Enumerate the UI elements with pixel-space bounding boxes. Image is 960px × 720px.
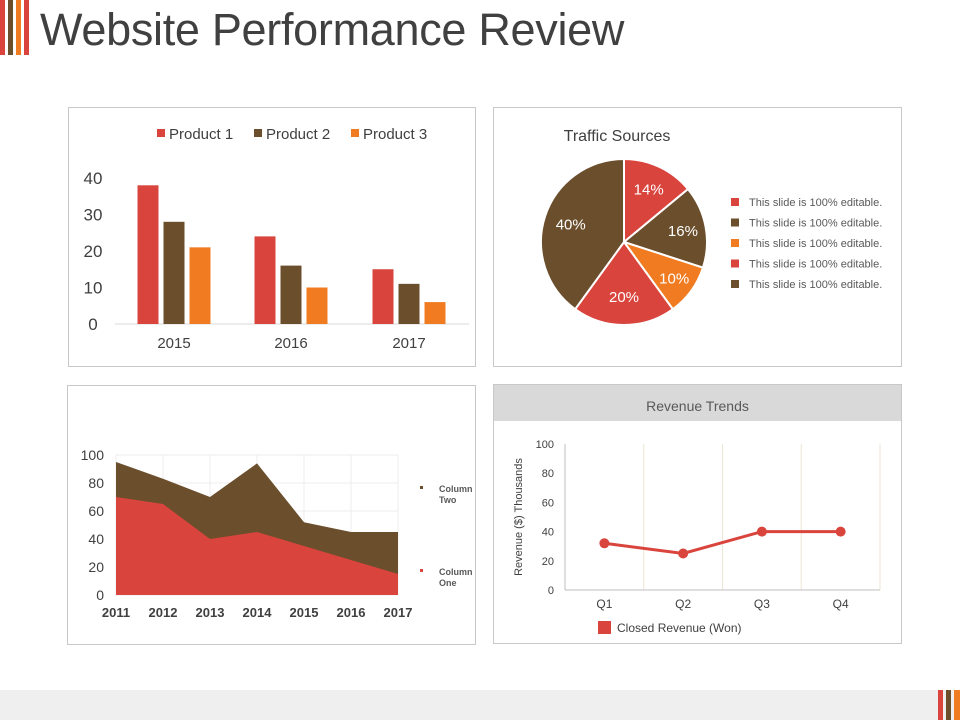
area-legend-label-line1: Column xyxy=(439,484,473,494)
bar-product-1-2015 xyxy=(137,185,159,324)
pie-legend-label-4: This slide is 100% editable. xyxy=(749,259,882,271)
bar-product-2-2015 xyxy=(163,221,185,324)
y-tick-label: 40 xyxy=(84,169,103,188)
pie-legend-label-5: This slide is 100% editable. xyxy=(749,279,882,291)
y-tick-label: 0 xyxy=(96,587,104,603)
pie-slice-label-1: 14% xyxy=(634,182,664,199)
x-tick-label: Q2 xyxy=(675,597,691,611)
x-tick-label: 2015 xyxy=(290,605,319,620)
pie-legend-swatch-2 xyxy=(731,218,739,227)
y-tick-label: 20 xyxy=(84,242,103,261)
product-bar-chart-panel: Product 1 Product 2 Product 3 40 30 20 10 0 2015… xyxy=(68,107,476,367)
title-accent-bars xyxy=(0,0,30,55)
y-tick-label: 40 xyxy=(542,527,554,539)
y-tick-label: 100 xyxy=(81,447,105,463)
revenue-line-chart-panel: Revenue Trends 100 80 60 40 20 0 Revenue ($) T… xyxy=(493,384,902,644)
y-tick-label: 80 xyxy=(542,468,554,480)
y-tick-label: 100 xyxy=(536,439,554,451)
pie-slice-5 xyxy=(540,157,625,311)
bar-product-2-2016 xyxy=(280,265,302,324)
pie-slice-1 xyxy=(623,157,690,245)
x-tick-label: 2013 xyxy=(196,605,225,620)
column-area-chart-panel: 100 80 60 40 20 0 2011 2012 2013 2014 2015 2016 2017… xyxy=(67,385,476,645)
legend-swatch-1 xyxy=(157,129,165,137)
pie-slice-label-5: 40% xyxy=(556,217,586,234)
x-tick-label: 2012 xyxy=(149,605,178,620)
y-tick-label: 0 xyxy=(548,585,554,597)
line-legend-swatch xyxy=(598,621,611,634)
traffic-pie-chart-panel: Traffic Sources 14% This slide is 100% edi… xyxy=(493,107,902,367)
legend-label-2: Product 2 xyxy=(266,126,330,143)
page-title: Website Performance Review xyxy=(40,4,625,55)
y-tick-label: 60 xyxy=(542,497,554,509)
x-tick-label: 2015 xyxy=(157,335,190,352)
bar-product-1-2016 xyxy=(254,236,276,324)
traffic-pie-chart: Traffic Sources 14% This slide is 100% edi… xyxy=(540,128,882,326)
area-legend-swatch-2 xyxy=(420,486,423,489)
pie-slice-label-3: 10% xyxy=(659,270,689,287)
x-tick-label: 2017 xyxy=(384,605,413,620)
area-column-one xyxy=(116,497,398,595)
product-bar-chart: Product 1 Product 2 Product 3 40 30 20 10 0 2015… xyxy=(84,126,469,352)
x-tick-label: 2016 xyxy=(337,605,366,620)
pie-legend-swatch-1 xyxy=(731,198,739,206)
area-legend-label-line2: Two xyxy=(439,495,457,505)
bar-product-1-2017 xyxy=(372,269,394,324)
y-tick-label: 20 xyxy=(542,556,554,568)
revenue-point-q3 xyxy=(756,526,767,537)
y-tick-label: 80 xyxy=(88,475,104,491)
revenue-line xyxy=(604,530,841,556)
y-axis-title: Revenue ($) Thousands xyxy=(513,458,525,576)
revenue-point-q4 xyxy=(835,526,846,537)
x-tick-label: 2017 xyxy=(392,335,425,352)
pie-slice-label-4: 20% xyxy=(609,289,639,306)
y-tick-label: 10 xyxy=(84,279,103,298)
legend-swatch-2 xyxy=(254,129,262,137)
x-tick-label: 2016 xyxy=(274,335,307,352)
x-tick-label: Q3 xyxy=(754,597,770,611)
y-tick-label: 60 xyxy=(88,503,104,519)
column-area-chart: 100 80 60 40 20 0 2011 2012 2013 2014 2015 2016 2017… xyxy=(81,447,473,620)
area-legend-swatch-1 xyxy=(420,569,423,572)
y-tick-label: 30 xyxy=(84,206,103,225)
y-tick-label: 40 xyxy=(88,531,104,547)
footer-band xyxy=(0,690,960,720)
pie-legend-swatch-4 xyxy=(731,259,739,268)
footer-accent-bars xyxy=(938,690,960,720)
bar-product-3-2016 xyxy=(306,287,328,324)
x-tick-label: 2011 xyxy=(102,605,130,620)
revenue-trends-title: Revenue Trends xyxy=(494,385,901,421)
area-legend-label-line1: Column xyxy=(439,567,473,577)
x-tick-label: Q1 xyxy=(596,597,612,611)
bar-product-2-2017 xyxy=(398,283,420,324)
legend-label-3: Product 3 xyxy=(363,126,427,143)
legend-swatch-3 xyxy=(351,129,359,137)
pie-legend-label-1: This slide is 100% editable. xyxy=(749,197,882,209)
bar-product-3-2015 xyxy=(189,247,211,324)
area-legend-label-line2: One xyxy=(439,578,457,588)
pie-legend-swatch-5 xyxy=(731,280,739,288)
pie-title: Traffic Sources xyxy=(564,128,671,145)
line-legend-label: Closed Revenue (Won) xyxy=(617,621,742,635)
revenue-line-chart: 100 80 60 40 20 0 Revenue ($) Thousands Q1 Q2 Q3 Q… xyxy=(513,439,881,635)
bar-product-3-2017 xyxy=(424,302,446,324)
pie-slice-4 xyxy=(573,240,675,326)
pie-legend-label-3: This slide is 100% editable. xyxy=(749,238,882,250)
pie-slice-label-2: 16% xyxy=(668,223,698,240)
pie-legend-swatch-3 xyxy=(731,239,739,247)
revenue-point-q1 xyxy=(599,538,610,549)
y-tick-label: 20 xyxy=(88,559,104,575)
x-tick-label: 2014 xyxy=(243,605,273,620)
x-tick-label: Q4 xyxy=(833,597,849,611)
pie-legend-label-2: This slide is 100% editable. xyxy=(749,218,882,230)
legend-label-1: Product 1 xyxy=(169,126,233,143)
revenue-point-q2 xyxy=(678,548,689,559)
y-tick-label: 0 xyxy=(88,315,97,334)
